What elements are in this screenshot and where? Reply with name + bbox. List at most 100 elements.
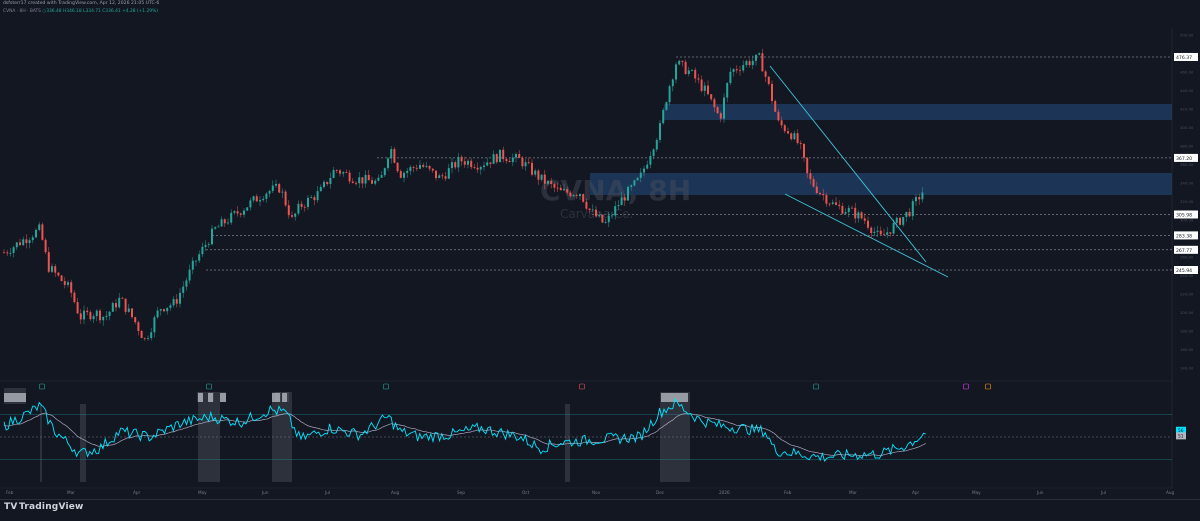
rsi-top-block (220, 393, 226, 402)
candle-body (646, 164, 649, 169)
candle-body (508, 161, 511, 163)
candle-body (195, 260, 197, 262)
candle-body (252, 196, 255, 201)
candle-body (678, 60, 681, 65)
price-tick: 460.00 (1180, 70, 1194, 75)
candle-body (454, 162, 457, 168)
candle-body (150, 332, 153, 339)
rsi-highlight-bar (80, 404, 86, 482)
price-tick: 420.00 (1180, 107, 1194, 112)
candle-body (377, 177, 380, 181)
time-axis-label: Sep (457, 490, 465, 495)
candle-body (12, 247, 15, 253)
rsi-tag (1176, 426, 1186, 434)
candle-body (707, 85, 709, 95)
candle-body (412, 167, 415, 168)
candle-body (281, 191, 284, 193)
candle-body (918, 197, 921, 200)
candle-body (457, 156, 460, 168)
time-axis-label: Aug (1166, 490, 1175, 495)
candle-body (83, 310, 85, 320)
candle-body (671, 79, 674, 87)
candle-body (847, 207, 850, 213)
candle-body (771, 83, 773, 102)
candle-body (431, 168, 434, 171)
time-axis-label: 2026 (719, 490, 730, 495)
candle-body (668, 86, 671, 103)
time-axis-label: Jul (1100, 490, 1106, 495)
candle-body (742, 65, 745, 71)
candle-body (108, 311, 111, 316)
candle-body (812, 179, 815, 187)
time-axis-label: Jul (324, 490, 330, 495)
candle-body (374, 180, 377, 184)
legend-values: ○336.48 H346.18 L334.71 C336.41 +4.28 (+… (42, 9, 158, 14)
candle-body (19, 242, 21, 246)
candle-body (502, 149, 505, 160)
candle-body (844, 212, 847, 214)
candle-body (6, 252, 9, 254)
rsi-top-block (272, 393, 280, 402)
candle-body (249, 200, 252, 208)
candle-body (323, 181, 325, 188)
candle-body (217, 226, 220, 228)
rsi-highlight-bar (40, 404, 42, 482)
price-tick: 500.00 (1180, 33, 1194, 38)
time-axis-label: Jun (1036, 490, 1044, 495)
tradingview-logo[interactable]: TVTradingView (4, 502, 84, 512)
candle-body (41, 224, 44, 240)
candle-body (89, 312, 92, 320)
upper-trendline (769, 65, 927, 263)
candle-body (342, 172, 345, 174)
price-tick: 200.00 (1180, 310, 1194, 315)
candle-body (99, 310, 101, 321)
candle-body (755, 54, 757, 61)
candle-body (681, 60, 684, 62)
price-tick: 260.00 (1180, 255, 1194, 260)
candle-body (623, 197, 626, 201)
candle-body (713, 99, 716, 108)
candle-body (463, 161, 466, 165)
candle-body (76, 302, 79, 314)
candle-body (115, 303, 117, 308)
candle-body (511, 157, 514, 163)
candle-body (489, 162, 492, 164)
candle-body (790, 133, 793, 140)
candle-body (326, 181, 329, 185)
candle-body (348, 172, 351, 182)
candle-body (460, 156, 463, 162)
candle-body (486, 162, 489, 166)
candle-body (307, 197, 309, 208)
event-marker-icon (39, 383, 45, 390)
candle-body (825, 195, 828, 204)
candle-body (921, 192, 924, 200)
candle-body (419, 165, 421, 169)
time-axis-label: Apr (912, 490, 920, 495)
candle-body (854, 207, 857, 219)
candle-body (614, 206, 617, 216)
candle-body (662, 109, 665, 124)
candle-body (735, 69, 738, 71)
candle-body (63, 281, 66, 285)
candle-body (636, 177, 639, 181)
price-tick: 160.00 (1180, 347, 1194, 352)
candle-body (143, 337, 146, 339)
candle-body (38, 224, 41, 230)
candle-body (703, 85, 706, 91)
price-tick: 300.00 (1180, 218, 1194, 223)
time-axis-label: May (972, 490, 981, 495)
demand-zone (590, 173, 1172, 195)
candle-body (675, 64, 677, 80)
candle-body (70, 282, 73, 293)
rsi-ma-line (3, 412, 926, 457)
candle-body (214, 227, 217, 229)
candle-body (598, 214, 601, 217)
candle-body (527, 162, 530, 164)
candle-body (134, 317, 137, 323)
candle-body (559, 187, 562, 191)
candle-body (179, 292, 181, 304)
candle-body (223, 219, 226, 224)
candle-body (198, 254, 201, 261)
